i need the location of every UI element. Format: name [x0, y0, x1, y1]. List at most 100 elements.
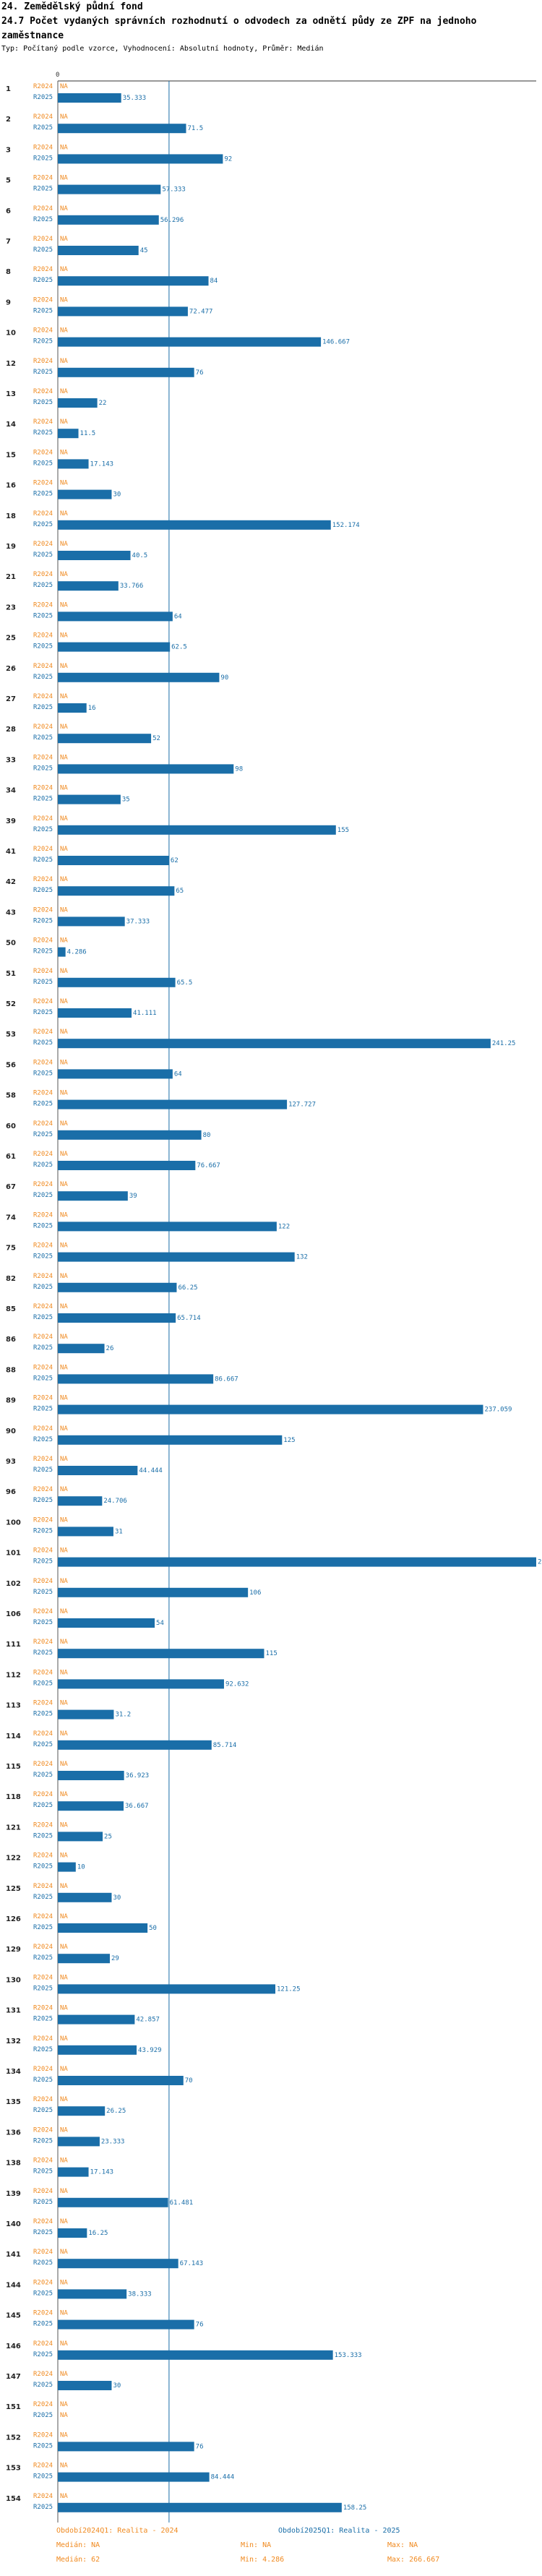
series-label-2025: R2025 [33, 826, 53, 833]
value-label-2025: 106 [249, 1589, 261, 1597]
value-label-2024: NA [60, 1364, 68, 1371]
series-label-2024: R2024 [33, 632, 53, 640]
series-label-2024: R2024 [33, 693, 53, 700]
series-label-2025: R2025 [33, 1009, 53, 1016]
series-label-2024: R2024 [33, 1761, 53, 1768]
value-label-2025: 35.333 [123, 95, 147, 102]
value-label-2025: 67.143 [180, 2260, 204, 2267]
bar-2025 [58, 1587, 249, 1597]
value-label-2025: 61.481 [170, 2199, 194, 2207]
value-label-2024: NA [60, 1029, 68, 1036]
value-label-2025: 84.444 [211, 2474, 235, 2481]
series-label-2024: R2024 [33, 1090, 53, 1097]
bar-2025 [58, 581, 119, 591]
series-label-2025: R2025 [33, 2016, 53, 2023]
bar-2025 [58, 1892, 112, 1902]
category-label: 134 [6, 2068, 21, 2076]
series-label-2024: R2024 [33, 1334, 53, 1341]
bar-2025 [58, 1466, 138, 1475]
category-label: 5 [6, 177, 11, 185]
series-label-2025: R2025 [33, 1253, 53, 1261]
bar-2025 [58, 367, 194, 377]
category-label: 121 [6, 1824, 21, 1832]
bar-2025 [58, 489, 112, 499]
category-label: 122 [6, 1855, 21, 1863]
value-label-2025: 31.2 [115, 1712, 131, 1719]
category-label: 10 [6, 330, 16, 338]
value-label-2025: 70 [185, 2077, 193, 2085]
bar-2025 [58, 1923, 148, 1933]
category-label: 131 [6, 2007, 21, 2015]
value-label-2024: NA [60, 2401, 68, 2408]
series-label-2024: R2024 [33, 480, 53, 487]
legend-2024-min: Min: NA [241, 2541, 272, 2549]
category-label: 101 [6, 1550, 21, 1558]
category-label: 106 [6, 1610, 21, 1618]
series-label-2024: R2024 [33, 571, 53, 578]
legend-series-2025: Období2025Q1: Realita - 2025 [278, 2527, 400, 2535]
bar-2025 [58, 672, 220, 682]
value-label-2025: 11.5 [80, 430, 96, 437]
value-label-2024: NA [60, 571, 68, 578]
value-label-2025: 62 [171, 857, 178, 864]
value-label-2024: NA [60, 785, 68, 792]
category-label: 89 [6, 1397, 16, 1405]
series-label-2024: R2024 [33, 1974, 53, 1981]
category-label: 23 [6, 604, 16, 611]
category-label: 15 [6, 451, 16, 459]
value-label-2025: 122 [278, 1223, 290, 1230]
bar-2025 [58, 1435, 283, 1445]
value-label-2025: 23.333 [101, 2138, 125, 2145]
bar-2025 [58, 551, 131, 560]
value-label-2024: NA [60, 2035, 68, 2043]
value-label-2024: NA [60, 1974, 68, 1981]
series-label-2024: R2024 [33, 2188, 53, 2195]
value-label-2024: NA [60, 1181, 68, 1188]
series-label-2024: R2024 [33, 1730, 53, 1738]
value-label-2025: 65 [176, 888, 184, 895]
series-label-2024: R2024 [33, 2096, 53, 2103]
bar-2025 [58, 1099, 288, 1109]
value-label-2025: 92 [224, 155, 232, 163]
series-label-2024: R2024 [33, 510, 53, 518]
series-label-2025: R2025 [33, 2504, 53, 2511]
series-label-2024: R2024 [33, 754, 53, 761]
value-label-2025: 237.059 [484, 1407, 512, 1414]
value-label-2024: NA [60, 449, 68, 456]
value-label-2025: 37.333 [126, 918, 150, 925]
series-label-2025: R2025 [33, 1954, 53, 1962]
series-label-2025: R2025 [33, 2229, 53, 2236]
category-label: 102 [6, 1580, 21, 1588]
bar-2025 [58, 947, 66, 957]
bar-2025 [58, 1069, 173, 1079]
series-label-2025: R2025 [33, 277, 53, 284]
value-label-2024: NA [60, 998, 68, 1005]
value-label-2025: 86.667 [215, 1375, 238, 1383]
series-label-2025: R2025 [33, 1070, 53, 1077]
bar-2025 [58, 1222, 277, 1232]
series-label-2024: R2024 [33, 815, 53, 823]
value-label-2025: 30 [113, 2382, 121, 2390]
bar-2025 [58, 1679, 224, 1689]
value-label-2025: 65.5 [177, 979, 193, 987]
bar-2025 [58, 2502, 342, 2512]
bar-2025 [58, 1984, 276, 1994]
series-label-2025: R2025 [33, 1284, 53, 1291]
series-label-2025: R2025 [33, 1527, 53, 1534]
series-label-2025: R2025 [33, 1589, 53, 1596]
category-label: 3 [6, 146, 11, 154]
category-label: 90 [6, 1427, 16, 1435]
series-label-2024: R2024 [33, 2371, 53, 2378]
value-label-2024: NA [60, 144, 68, 151]
value-label-2025: 146.667 [322, 339, 350, 346]
series-label-2025: R2025 [33, 307, 53, 314]
value-label-2025: 44.444 [139, 1467, 163, 1474]
value-label-2025: 10 [77, 1864, 85, 1871]
value-label-2024: NA [60, 663, 68, 670]
series-label-2025: R2025 [33, 2412, 53, 2419]
series-label-2025: R2025 [33, 765, 53, 772]
category-label: 129 [6, 1946, 21, 1954]
series-label-2025: R2025 [33, 1222, 53, 1229]
bar-2025 [58, 1282, 177, 1292]
series-label-2024: R2024 [33, 113, 53, 121]
